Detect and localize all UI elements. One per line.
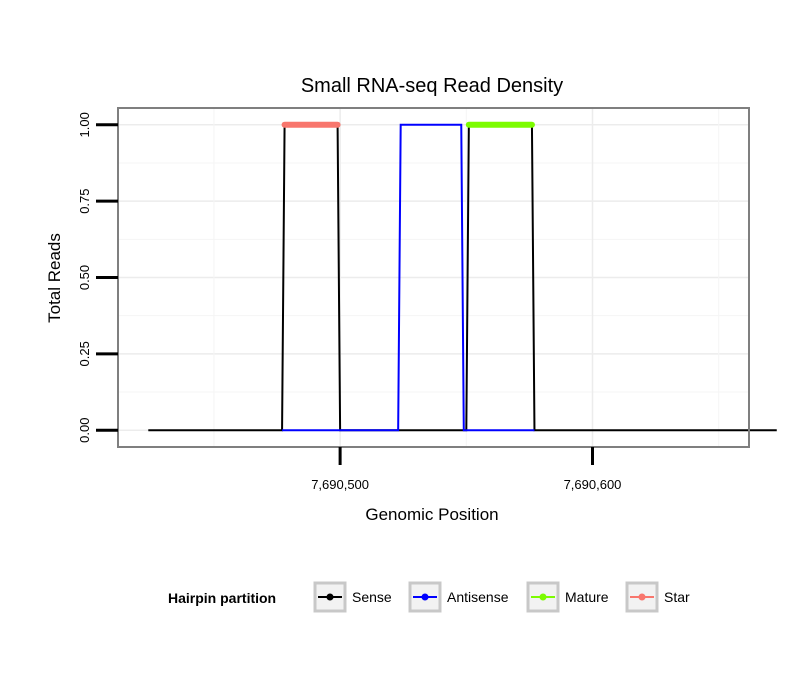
series-line-sense: [148, 123, 777, 432]
y-tick-label-0.00: 0.00: [77, 418, 92, 443]
y-tick-label-0.25: 0.25: [77, 341, 92, 366]
legend-title: Hairpin partition: [168, 590, 276, 606]
legend-label-mature: Mature: [565, 589, 609, 605]
legend-item-mature: Mature: [526, 581, 609, 613]
y-axis: 0.00 0.25 0.50 0.75 1.00: [77, 112, 118, 443]
legend-label-antisense: Antisense: [447, 589, 509, 605]
legend-item-sense: Sense: [313, 581, 392, 613]
legend: Hairpin partition Sense Antisense Mature St…: [168, 581, 690, 613]
chart-title: Small RNA-seq Read Density: [301, 75, 563, 97]
x-tick-label-7690500: 7,690,500: [311, 477, 369, 492]
y-tick-label-0.75: 0.75: [77, 188, 92, 213]
legend-key-dot-antisense: [421, 593, 429, 601]
x-tick-label-7690600: 7,690,600: [564, 477, 622, 492]
y-tick-label-1.00: 1.00: [77, 112, 92, 137]
x-axis-label: Genomic Position: [365, 505, 498, 524]
legend-key-dot-sense: [326, 593, 334, 601]
legend-key-dot-mature: [539, 593, 547, 601]
legend-item-antisense: Antisense: [408, 581, 509, 613]
legend-label-star: Star: [664, 589, 690, 605]
legend-key-box-mature: [526, 581, 560, 613]
y-axis-label: Total Reads: [45, 233, 64, 323]
legend-label-sense: Sense: [352, 589, 392, 605]
legend-key-dot-star: [638, 593, 646, 601]
series-lines: [148, 121, 777, 432]
series-line-antisense: [282, 123, 535, 432]
y-tick-label-0.50: 0.50: [77, 265, 92, 290]
legend-item-star: Star: [625, 581, 690, 613]
x-axis: 7,690,500 7,690,600: [311, 447, 621, 492]
